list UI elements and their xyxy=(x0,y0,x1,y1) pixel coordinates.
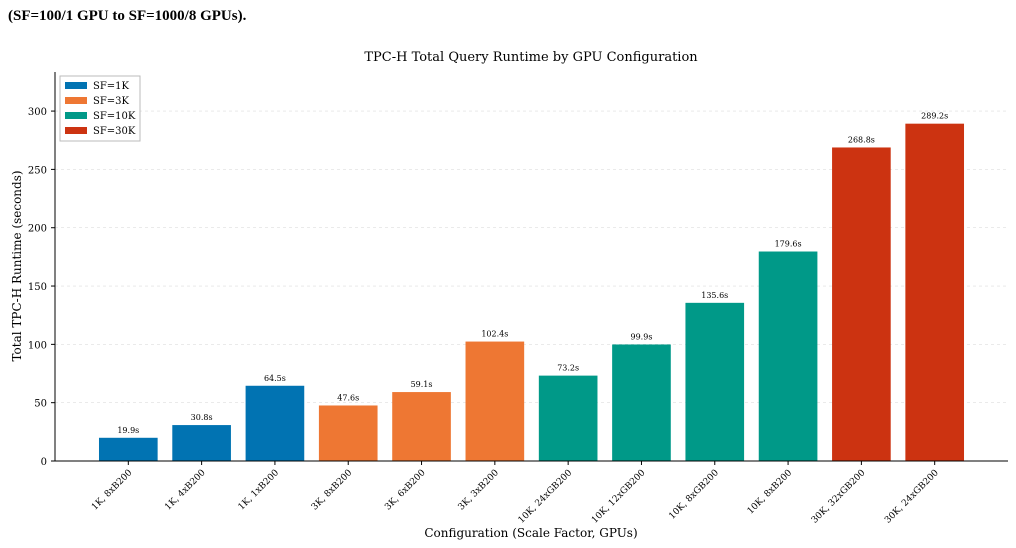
x-tick-label: 1K, 8xB200 xyxy=(90,468,135,513)
bar xyxy=(538,375,598,461)
value-label: 135.6s xyxy=(701,291,728,300)
bar xyxy=(318,405,378,461)
x-axis-label: Configuration (Scale Factor, GPUs) xyxy=(424,526,637,540)
legend-swatch xyxy=(65,97,87,104)
value-label: 19.9s xyxy=(117,426,139,435)
y-tick-label: 150 xyxy=(28,282,47,293)
bar xyxy=(832,147,891,461)
x-tick-label: 30K, 24xGB200 xyxy=(883,468,941,526)
x-tick-label: 3K, 3xB200 xyxy=(457,468,502,513)
value-label: 289.2s xyxy=(921,112,948,121)
bar xyxy=(758,251,818,461)
value-label: 59.1s xyxy=(411,380,433,389)
y-tick-label: 50 xyxy=(34,399,47,410)
y-tick-label: 200 xyxy=(28,224,47,235)
legend-label: SF=3K xyxy=(93,96,130,107)
legend-label: SF=10K xyxy=(93,111,136,122)
x-tick-label: 10K, 12xGB200 xyxy=(590,468,648,526)
y-tick-label: 300 xyxy=(28,107,47,118)
x-tick-label: 3K, 8xB200 xyxy=(310,468,355,513)
bar xyxy=(392,392,451,461)
value-label: 73.2s xyxy=(557,364,579,373)
value-label: 47.6s xyxy=(337,393,359,402)
bar xyxy=(685,302,745,461)
value-label: 179.6s xyxy=(775,240,802,249)
y-tick-label: 250 xyxy=(28,165,47,176)
value-label: 99.9s xyxy=(631,332,653,341)
x-tick-label: 10K, 8xB200 xyxy=(746,468,795,517)
legend-swatch xyxy=(65,112,87,119)
chart-title: TPC-H Total Query Runtime by GPU Configu… xyxy=(364,50,698,65)
bar xyxy=(612,344,671,461)
legend-label: SF=1K xyxy=(93,81,130,92)
x-tick-label: 10K, 24xGB200 xyxy=(517,468,575,526)
x-tick-label: 1K, 1xB200 xyxy=(237,468,282,513)
value-label: 268.8s xyxy=(848,135,875,144)
bar xyxy=(905,123,965,461)
x-tick-label: 1K, 4xB200 xyxy=(163,468,208,513)
value-label: 102.4s xyxy=(481,330,508,339)
bar xyxy=(98,437,158,461)
value-label: 30.8s xyxy=(191,413,213,422)
bar xyxy=(465,341,525,461)
x-tick-label: 30K, 32xGB200 xyxy=(810,468,868,526)
legend-label: SF=30K xyxy=(93,126,136,137)
legend-swatch xyxy=(65,82,87,89)
bar xyxy=(172,425,231,461)
caption-fragment: (SF=100/1 GPU to SF=1000/8 GPUs). xyxy=(8,8,247,24)
bar xyxy=(245,385,305,461)
y-tick-label: 100 xyxy=(28,340,47,351)
value-label: 64.5s xyxy=(264,374,286,383)
x-tick-label: 10K, 8xGB200 xyxy=(667,468,721,522)
y-tick-label: 0 xyxy=(41,457,47,468)
legend-swatch xyxy=(65,127,87,134)
y-axis-label: Total TPC-H Runtime (seconds) xyxy=(10,170,24,361)
x-tick-label: 3K, 6xB200 xyxy=(383,468,428,513)
